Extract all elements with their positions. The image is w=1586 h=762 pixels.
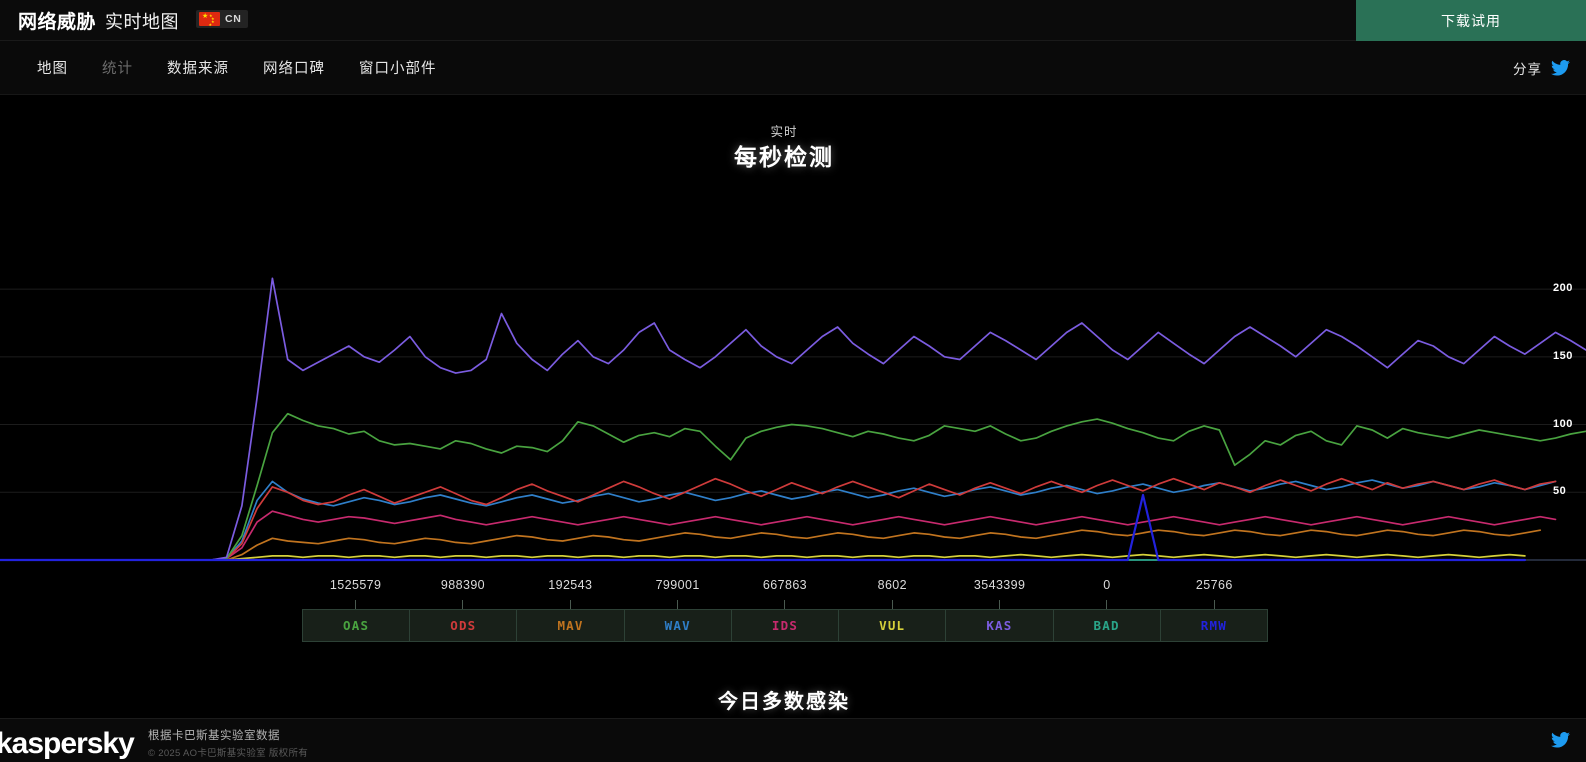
legend-total-mav: 192543 [548,578,593,592]
legend-boxes-row: OAS ODS MAV WAV IDS VUL KAS BAD RMW [302,609,1268,642]
legend-item-vul[interactable]: VUL [839,610,947,641]
y-axis-label-200: 200 [1553,282,1573,295]
realtime-line-chart: 200 150 100 50 [0,225,1586,565]
legend-total-bad: 0 [1103,578,1111,592]
main-nav: 地图 统计 数据来源 网络口碑 窗口小部件 分享 [0,41,1586,95]
download-trial-button[interactable]: 下载试用 [1356,0,1586,41]
legend-total-ids: 667863 [762,578,808,592]
nav-item-widget[interactable]: 窗口小部件 [359,61,437,77]
country-selector[interactable]: ★ ★ ★ ★ ★ CN [196,9,249,28]
legend-item-wav[interactable]: WAV [625,610,732,641]
nav-item-buzz[interactable]: 网络口碑 [263,61,325,77]
footer-copyright: © 2025 AO卡巴斯基实验室 版权所有 [148,748,309,759]
y-axis-label-100: 100 [1553,417,1573,430]
legend-tick-wav [624,600,731,609]
legend-tick-kas [946,600,1053,609]
nav-items: 地图 统计 数据来源 网络口碑 窗口小部件 [0,57,454,78]
country-code-label: CN [225,12,242,25]
legend-item-rmw[interactable]: RMW [1200,618,1227,633]
legend-total-kas: 3543399 [973,578,1026,592]
nav-item-data-sources[interactable]: 数据来源 [167,61,229,77]
share-button[interactable]: 分享 [1513,58,1570,78]
share-label: 分享 [1513,61,1542,77]
legend-total-oas: 1525579 [329,578,382,592]
legend-tick-mav [517,600,624,609]
legend-totals-row: 1525579 988390 192543 799001 667863 8602 35433… [302,578,1268,600]
legend-tick-ids [731,600,838,609]
footer-twitter-icon[interactable] [1551,732,1570,748]
legend-tick-rmw [1161,600,1268,609]
lower-section-title: 今日多数感染 [718,691,850,713]
china-flag-icon: ★ ★ ★ ★ ★ [199,11,221,26]
legend-tick-bad [1053,600,1160,609]
legend-tick-ods [409,600,516,609]
legend-tick-vul [839,600,946,609]
legend-item-bad[interactable]: BAD [1054,610,1161,641]
chart-legend: 1525579 988390 192543 799001 667863 8602 35433… [302,578,1268,642]
legend-total-rmw: 25766 [1195,578,1233,592]
y-axis-label-50: 50 [1553,485,1567,498]
nav-item-map[interactable]: 地图 [37,61,68,77]
nav-item-statistics[interactable]: 统计 [102,61,133,77]
legend-tick-oas [302,600,409,609]
legend-ticks-row [302,600,1268,609]
legend-item-ods[interactable]: ODS [410,610,518,641]
legend-item-kas[interactable]: KAS [946,610,1054,641]
y-axis-label-150: 150 [1553,349,1573,362]
app-footer: kaspersky 根据卡巴斯基实验室数据 © 2025 AO卡巴斯基实验室 版… [0,718,1586,762]
legend-item-ids[interactable]: IDS [732,610,840,641]
legend-item-oas[interactable]: OAS [303,610,411,641]
brand: 网络威胁 实时地图 ★ ★ ★ ★ ★ CN [0,7,249,34]
brand-title-light: 实时地图 [105,11,180,32]
chart-title: 每秒检测 [734,144,834,170]
legend-total-wav: 799001 [655,578,700,592]
footer-attribution: 根据卡巴斯基实验室数据 [148,730,280,742]
brand-title-strong: 网络威胁 [18,11,97,33]
app-header: 网络威胁 实时地图 ★ ★ ★ ★ ★ CN 下载试用 [0,0,1586,41]
twitter-icon [1551,59,1570,76]
legend-item-mav[interactable]: MAV [517,610,625,641]
chart-subtitle: 实时 [770,125,798,139]
legend-total-vul: 8602 [877,578,908,592]
kaspersky-logo: kaspersky [0,727,135,760]
chart-canvas [0,277,1586,562]
legend-total-ods: 988390 [440,578,486,592]
